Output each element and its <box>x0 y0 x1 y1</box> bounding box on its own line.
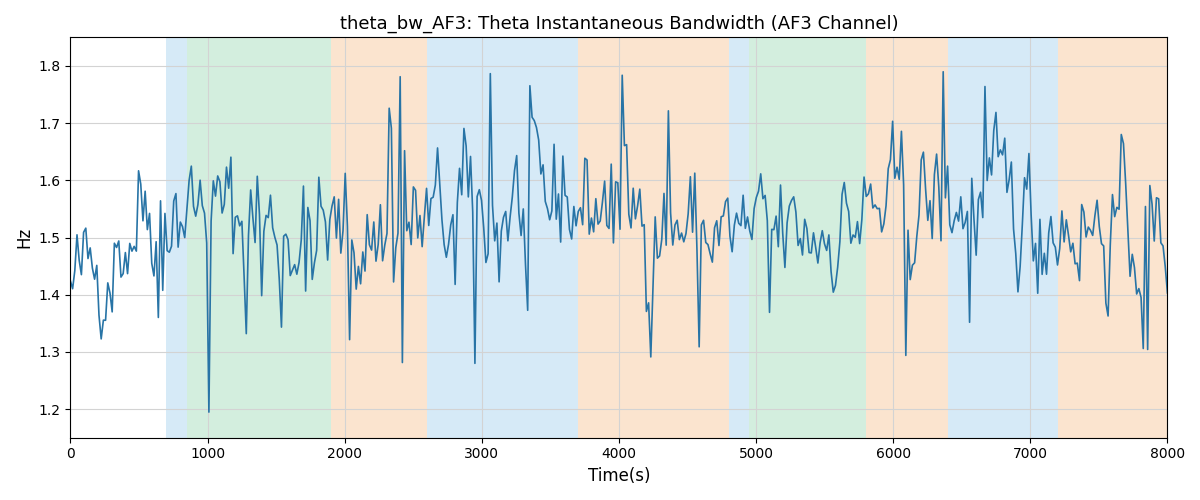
Bar <box>427 38 577 438</box>
Bar <box>331 38 427 438</box>
Bar <box>577 38 728 438</box>
Bar <box>865 38 948 438</box>
Bar <box>948 38 1057 438</box>
Bar <box>728 38 749 438</box>
X-axis label: Time(s): Time(s) <box>588 467 650 485</box>
Y-axis label: Hz: Hz <box>14 227 32 248</box>
Bar <box>167 38 187 438</box>
Title: theta_bw_AF3: Theta Instantaneous Bandwidth (AF3 Channel): theta_bw_AF3: Theta Instantaneous Bandwi… <box>340 15 899 34</box>
Bar <box>1057 38 1175 438</box>
Bar <box>749 38 865 438</box>
Bar <box>187 38 331 438</box>
